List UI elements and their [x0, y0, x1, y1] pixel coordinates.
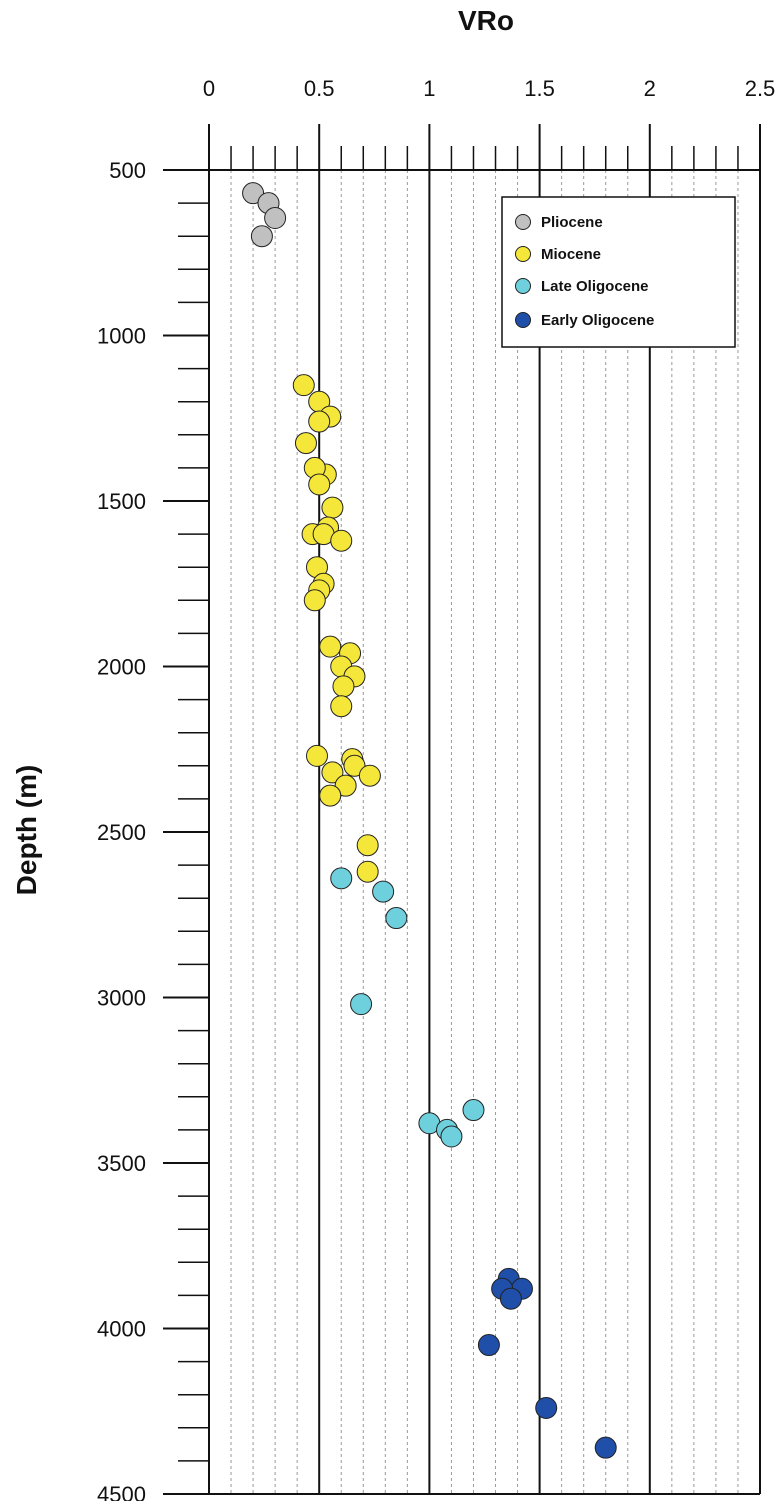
x-tick-label: 0: [203, 76, 215, 101]
data-point-miocene: [343, 754, 366, 777]
data-point-early-oligocene: [499, 1287, 522, 1310]
points-layer: [242, 182, 617, 1459]
data-point-miocene: [292, 374, 315, 397]
x-tick-label: 2: [644, 76, 656, 101]
data-point-late-oligocene: [462, 1099, 485, 1122]
data-point-pliocene: [250, 225, 273, 248]
y-axis-title: Depth (m): [11, 765, 42, 896]
data-point-miocene: [356, 834, 379, 857]
y-tick-label: 3000: [97, 986, 146, 1011]
legend-marker-pliocene: [515, 214, 531, 230]
legend-box: [501, 196, 736, 348]
data-point-miocene: [358, 764, 381, 787]
legend-label-miocene: Miocene: [541, 246, 601, 263]
x-tick-label: 0.5: [304, 76, 335, 101]
data-point-miocene: [319, 635, 342, 658]
data-point-miocene: [305, 744, 328, 767]
data-point-late-oligocene: [372, 880, 395, 903]
y-tick-label: 2500: [97, 820, 146, 845]
y-tick-label: 4500: [97, 1482, 146, 1501]
data-point-miocene: [321, 496, 344, 519]
data-point-miocene: [330, 529, 353, 552]
data-point-pliocene: [242, 182, 265, 205]
y-tick-label: 4000: [97, 1317, 146, 1342]
legend-item-late-oligocene: Late Oligocene: [515, 278, 649, 295]
legend-marker-miocene: [515, 246, 531, 262]
y-tick-label: 2000: [97, 655, 146, 680]
data-point-miocene: [330, 695, 353, 718]
data-point-miocene: [332, 675, 355, 698]
y-tick-label: 1500: [97, 489, 146, 514]
axis-layer: 0 0.5 1 1.5 2 2.5 500 1000 1500 2000 2500 3000 3500 4…: [97, 76, 775, 1501]
legend-label-early-oligocene: Early Oligocene: [541, 312, 654, 329]
legend-item-miocene: Miocene: [515, 246, 601, 263]
legend-label-pliocene: Pliocene: [541, 214, 603, 231]
data-point-late-oligocene: [350, 993, 373, 1016]
legend-item-early-oligocene: Early Oligocene: [515, 312, 654, 329]
x-tick-label: 1.5: [524, 76, 555, 101]
legend-marker-early-oligocene: [515, 312, 531, 328]
data-point-miocene: [303, 589, 326, 612]
y-tick-label: 1000: [97, 324, 146, 349]
data-point-miocene: [321, 761, 344, 784]
grid-layer: [230, 170, 739, 1494]
legend: Pliocene Miocene Late Oligocene Early Ol…: [501, 196, 736, 348]
data-point-miocene: [308, 473, 331, 496]
x-tick-label: 2.5: [745, 76, 776, 101]
legend-item-pliocene: Pliocene: [515, 214, 603, 231]
data-point-miocene: [319, 784, 342, 807]
data-point-late-oligocene: [385, 907, 408, 930]
y-tick-label: 500: [109, 158, 146, 183]
legend-marker-late-oligocene: [515, 278, 531, 294]
data-point-early-oligocene: [594, 1436, 617, 1459]
legend-label-late-oligocene: Late Oligocene: [541, 278, 649, 295]
data-point-late-oligocene: [330, 867, 353, 890]
y-tick-label: 3500: [97, 1151, 146, 1176]
data-point-early-oligocene: [477, 1334, 500, 1357]
data-point-miocene: [308, 410, 331, 433]
data-point-miocene: [334, 774, 357, 797]
data-point-miocene: [356, 860, 379, 883]
x-axis-title: VRo: [458, 5, 514, 36]
x-tick-label: 1: [423, 76, 435, 101]
data-point-early-oligocene: [535, 1396, 558, 1419]
data-point-late-oligocene: [440, 1125, 463, 1148]
data-point-pliocene: [264, 206, 287, 229]
data-point-miocene: [294, 432, 317, 455]
